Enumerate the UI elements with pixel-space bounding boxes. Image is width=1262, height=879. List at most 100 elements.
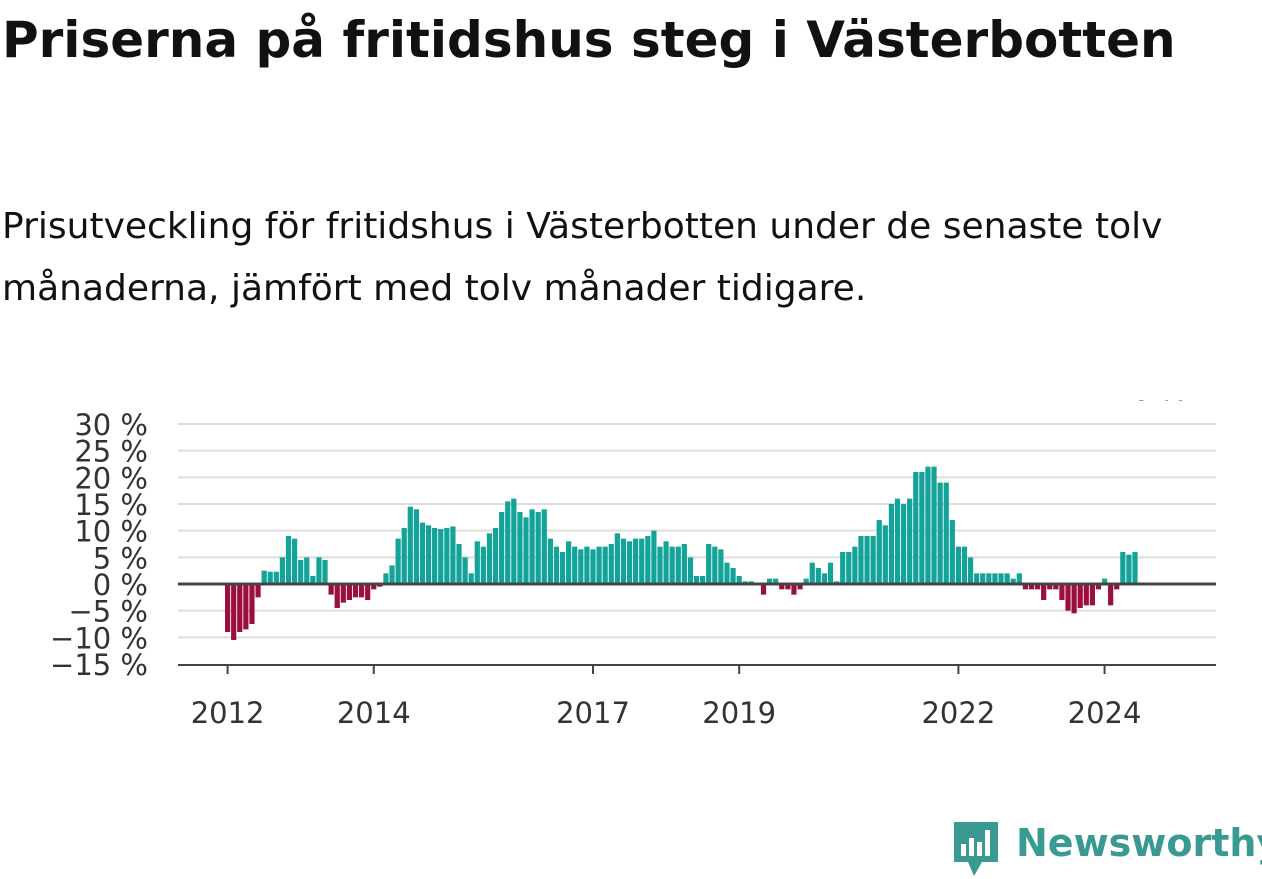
bar (657, 546, 663, 584)
bar (541, 509, 547, 584)
bar (809, 562, 815, 584)
x-tick-label: 2012 (191, 696, 265, 730)
bar (724, 562, 730, 584)
bar (693, 576, 700, 584)
bar (523, 517, 529, 584)
bar (785, 584, 791, 590)
bar (462, 557, 468, 584)
bar (267, 571, 273, 584)
bar (888, 504, 895, 584)
bar (249, 584, 255, 624)
bar (870, 536, 876, 584)
bar (1108, 584, 1114, 606)
bar (980, 573, 986, 584)
bar (572, 546, 578, 584)
y-tick-label: 10 % (74, 515, 148, 549)
bar (779, 584, 785, 590)
bar (1071, 584, 1077, 614)
bar (492, 528, 499, 584)
bar (279, 557, 286, 584)
bar (931, 466, 937, 584)
bar (669, 546, 675, 584)
chart-title: Priserna på fritidshus steg i Västerbott… (2, 11, 1176, 69)
bar (401, 528, 407, 584)
bar (614, 533, 620, 584)
bar (1095, 584, 1102, 590)
bar (1120, 552, 1126, 584)
bar (730, 568, 736, 584)
bar (499, 512, 505, 584)
bar (450, 526, 456, 584)
bar (913, 472, 919, 584)
bar (1047, 584, 1053, 590)
bar (1101, 578, 1108, 584)
bar (967, 557, 974, 584)
bar (371, 584, 377, 590)
bar (815, 568, 821, 584)
bar (949, 520, 955, 584)
bar (511, 498, 517, 584)
y-tick-label: −5 % (68, 595, 148, 629)
bar (907, 498, 913, 584)
bar (894, 498, 901, 584)
bar (955, 546, 961, 584)
bar (639, 538, 645, 584)
bar (291, 538, 298, 584)
bar (425, 525, 432, 584)
bar (365, 584, 371, 600)
bar (505, 501, 511, 584)
bar (1010, 578, 1016, 584)
bar (773, 578, 779, 584)
bar (736, 576, 742, 584)
bar (767, 578, 773, 584)
bar (827, 562, 834, 584)
bar (225, 584, 231, 632)
bar (1132, 552, 1138, 584)
bar (304, 557, 310, 584)
x-axis-tick-labels: 2012 2014 2017 2019 2022 2024 (191, 665, 1142, 730)
x-tick-label: 2022 (921, 696, 995, 730)
newsworthy-logo: Newsworthy (950, 818, 1262, 878)
bar (760, 584, 767, 595)
bar-chart: 30 %25 %20 %15 %10 %5 %0 %−5 %−10 %−15 %… (50, 400, 1216, 730)
bar (882, 525, 888, 584)
bar (529, 509, 535, 584)
bar (681, 544, 687, 584)
bar (626, 541, 633, 584)
bar (846, 552, 852, 584)
bar (840, 552, 846, 584)
bar (602, 546, 608, 584)
bar (700, 576, 706, 584)
y-tick-label: 15 % (74, 488, 148, 522)
bar (1022, 584, 1028, 590)
bar (231, 584, 237, 640)
last-value-label: 6 % (1132, 400, 1187, 407)
y-tick-label: −10 % (50, 621, 148, 655)
x-tick-label: 2019 (702, 696, 776, 730)
bar (273, 571, 279, 584)
bar (919, 472, 925, 584)
bar (1004, 573, 1010, 584)
bar (645, 536, 651, 584)
bar (468, 573, 474, 584)
bar (346, 584, 352, 600)
bar (340, 584, 346, 603)
y-tick-label: −15 % (50, 648, 148, 682)
x-tick-label: 2017 (556, 696, 630, 730)
bar (821, 573, 828, 584)
bar (791, 584, 797, 595)
bar (925, 466, 931, 584)
bar (517, 512, 523, 584)
bar (352, 584, 359, 598)
x-tick-label: 2024 (1068, 696, 1142, 730)
bar (943, 482, 949, 584)
bar (864, 536, 870, 584)
bar (566, 541, 572, 584)
bar (1065, 584, 1071, 611)
bar (608, 544, 614, 584)
bar (590, 549, 596, 584)
bar (444, 528, 450, 584)
bar-chart-badge-icon (954, 822, 998, 876)
bar (322, 560, 328, 584)
bar (663, 541, 669, 584)
